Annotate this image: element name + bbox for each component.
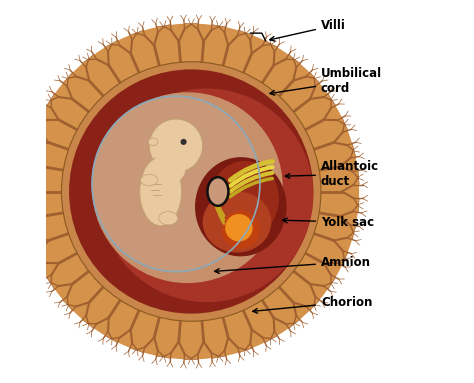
Circle shape xyxy=(181,139,187,145)
Text: Yolk sac: Yolk sac xyxy=(283,216,374,229)
Ellipse shape xyxy=(208,177,228,206)
Ellipse shape xyxy=(140,157,182,226)
Ellipse shape xyxy=(203,192,271,252)
Ellipse shape xyxy=(210,161,279,237)
Text: Umbilical
cord: Umbilical cord xyxy=(270,67,382,95)
Ellipse shape xyxy=(23,24,359,359)
Ellipse shape xyxy=(195,157,287,256)
Ellipse shape xyxy=(92,96,260,272)
Text: Amnion: Amnion xyxy=(215,255,371,273)
Ellipse shape xyxy=(159,211,178,225)
Ellipse shape xyxy=(69,69,313,314)
Ellipse shape xyxy=(149,119,203,172)
Ellipse shape xyxy=(141,174,158,186)
Ellipse shape xyxy=(222,211,260,249)
Ellipse shape xyxy=(148,138,158,146)
Ellipse shape xyxy=(62,62,321,321)
Text: Allantoic
duct: Allantoic duct xyxy=(285,160,379,188)
Ellipse shape xyxy=(100,88,313,302)
Text: Chorion: Chorion xyxy=(253,296,373,313)
Ellipse shape xyxy=(92,92,283,283)
Ellipse shape xyxy=(225,214,253,242)
Text: Villi: Villi xyxy=(270,19,346,41)
Ellipse shape xyxy=(151,153,185,184)
